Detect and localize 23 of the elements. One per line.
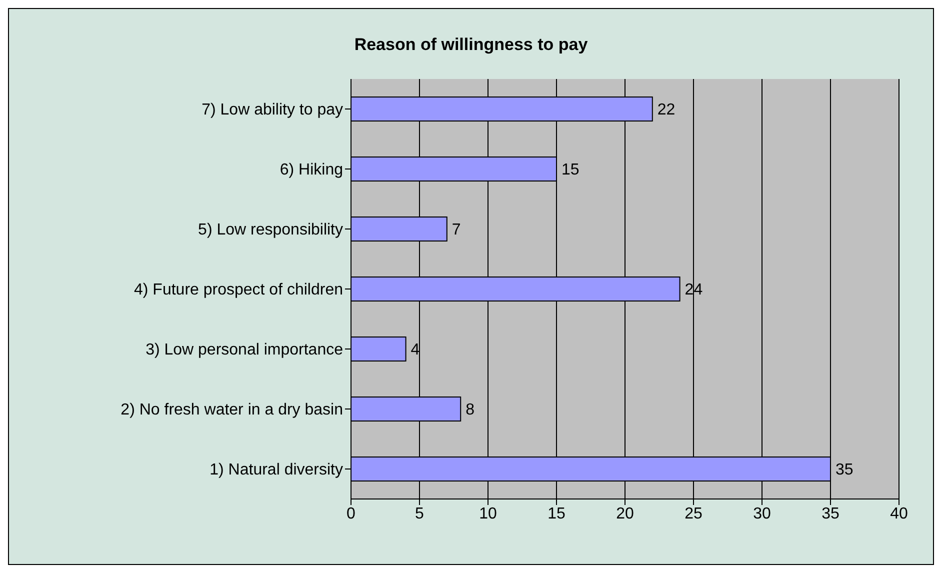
x-tick-label: 10 bbox=[479, 505, 497, 522]
chart-title: Reason of willingness to pay bbox=[353, 35, 589, 55]
y-tick-label: 3) Low personal importance bbox=[146, 342, 344, 359]
data-label: 8 bbox=[466, 402, 475, 419]
y-tick-label: 4) Future prospect of children bbox=[134, 282, 343, 299]
data-label: 15 bbox=[562, 162, 580, 179]
data-label: 22 bbox=[657, 102, 676, 119]
y-tick-label: 1) Natural diversity bbox=[210, 462, 343, 479]
x-tick-label: 35 bbox=[822, 505, 840, 522]
y-tick-label: 6) Hiking bbox=[280, 162, 343, 179]
x-tick-label: 15 bbox=[548, 505, 566, 522]
data-label: 7 bbox=[452, 222, 461, 239]
x-tick-label: 5 bbox=[415, 505, 424, 522]
x-tick-label: 0 bbox=[346, 505, 356, 522]
data-label: 35 bbox=[836, 462, 854, 479]
x-tick-label: 40 bbox=[890, 505, 908, 522]
data-label: 4 bbox=[410, 342, 420, 359]
x-tick-label: 25 bbox=[684, 505, 702, 522]
y-tick-label: 2) No fresh water in a dry basin bbox=[120, 402, 343, 419]
y-tick-label: 5) Low responsibility bbox=[198, 222, 343, 239]
x-tick-label: 20 bbox=[616, 505, 634, 522]
x-tick-label: 30 bbox=[753, 505, 771, 522]
y-tick-label: 7) Low ability to pay bbox=[202, 102, 343, 119]
